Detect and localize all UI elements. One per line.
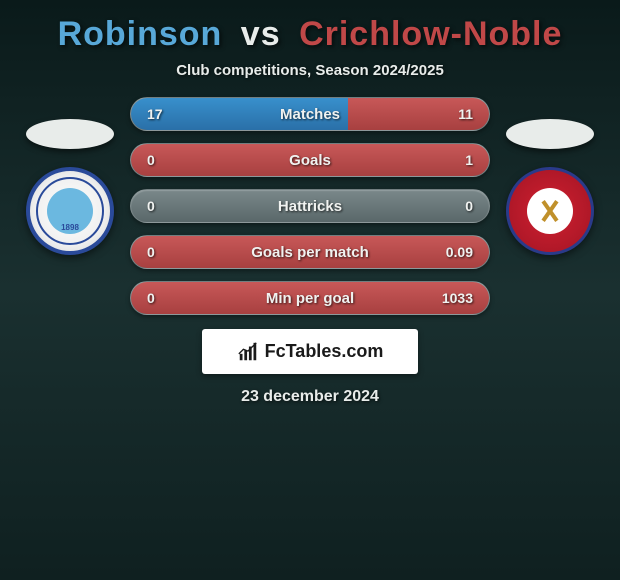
player2-name: Crichlow-Noble bbox=[299, 15, 562, 53]
club-logo-right bbox=[506, 167, 594, 255]
stat-value-right: 0.09 bbox=[446, 244, 473, 260]
comparison-card: Robinson vs Crichlow-Noble Club competit… bbox=[0, 0, 620, 416]
club-year-left: 1898 bbox=[47, 223, 93, 232]
stat-value-right: 1033 bbox=[442, 290, 473, 306]
brand-name: FcTables.com bbox=[265, 341, 384, 362]
stat-value-right: 1 bbox=[465, 152, 473, 168]
stat-label: Min per goal bbox=[266, 290, 354, 307]
stat-bar-hattricks: 0 Hattricks 0 bbox=[130, 189, 490, 223]
stat-value-left: 0 bbox=[147, 198, 155, 214]
stat-bar-goals: 0 Goals 1 bbox=[130, 143, 490, 177]
player1-placeholder-icon bbox=[26, 119, 114, 149]
title: Robinson vs Crichlow-Noble bbox=[58, 15, 563, 54]
stat-value-left: 0 bbox=[147, 290, 155, 306]
right-column bbox=[500, 97, 600, 255]
player1-name: Robinson bbox=[58, 15, 223, 53]
player2-placeholder-icon bbox=[506, 119, 594, 149]
left-column: 1898 bbox=[20, 97, 120, 255]
hammers-icon bbox=[536, 197, 564, 225]
stat-bar-min-per-goal: 0 Min per goal 1033 bbox=[130, 281, 490, 315]
brand-box[interactable]: FcTables.com bbox=[202, 329, 418, 374]
stat-bar-matches: 17 Matches 11 bbox=[130, 97, 490, 131]
stat-value-left: 0 bbox=[147, 152, 155, 168]
stat-value-left: 17 bbox=[147, 106, 163, 122]
stat-label: Goals bbox=[289, 152, 331, 169]
club-logo-left: 1898 bbox=[26, 167, 114, 255]
stat-label: Hattricks bbox=[278, 198, 342, 215]
chart-icon bbox=[237, 341, 259, 363]
vs-text: vs bbox=[241, 15, 281, 53]
subtitle: Club competitions, Season 2024/2025 bbox=[176, 62, 444, 79]
stat-label: Goals per match bbox=[251, 244, 369, 261]
stats-column: 17 Matches 11 0 Goals 1 0 Hattricks 0 0 Goals per … bbox=[130, 97, 490, 315]
stat-value-left: 0 bbox=[147, 244, 155, 260]
stat-label: Matches bbox=[280, 106, 340, 123]
club-inner-right bbox=[527, 188, 573, 234]
stat-value-right: 11 bbox=[458, 106, 473, 122]
club-inner-left: 1898 bbox=[47, 188, 93, 234]
stat-value-right: 0 bbox=[465, 198, 473, 214]
main-row: 1898 17 Matches 11 0 Goals 1 0 Hattricks 0 0 Goals… bbox=[0, 97, 620, 315]
date-text: 23 december 2024 bbox=[241, 388, 379, 406]
stat-bar-goals-per-match: 0 Goals per match 0.09 bbox=[130, 235, 490, 269]
